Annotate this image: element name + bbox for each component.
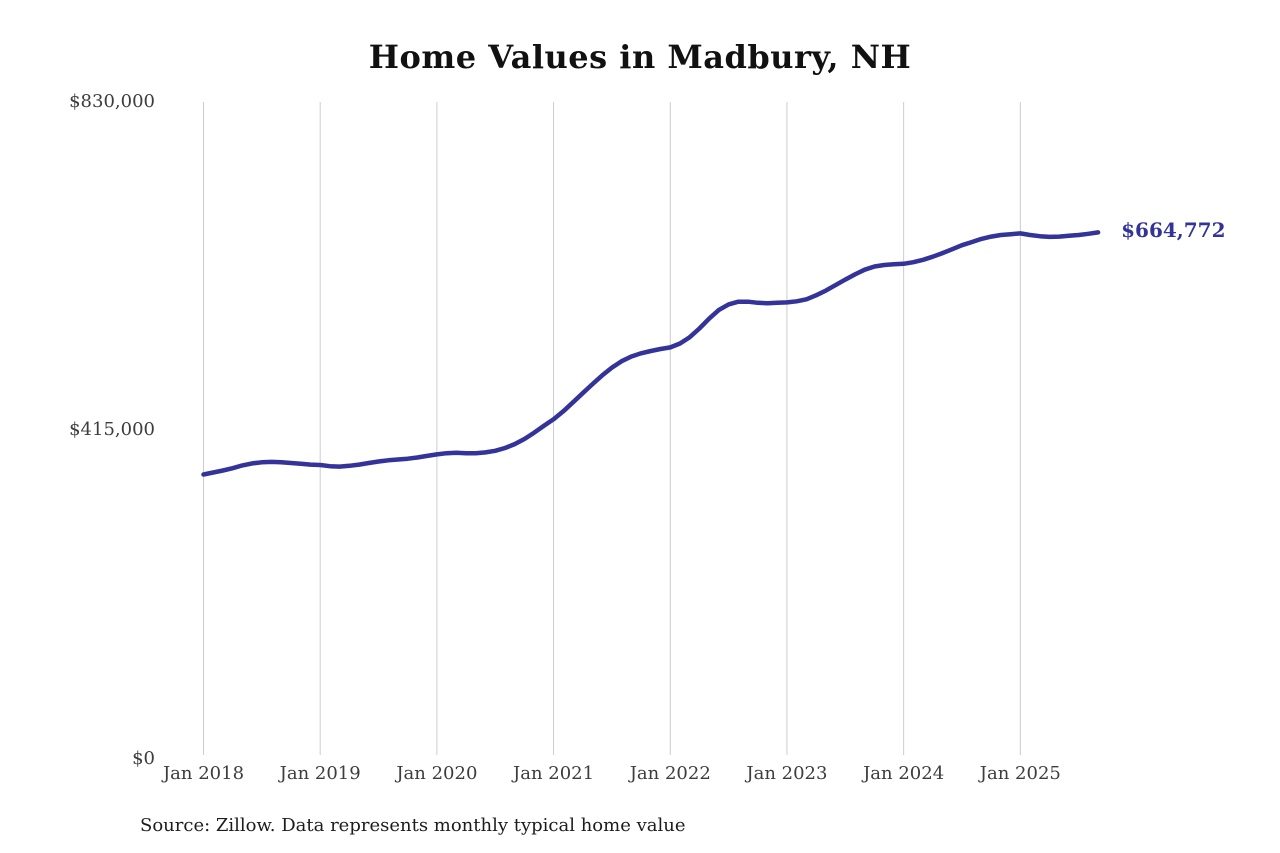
y-axis-tick-label: $0 [132,748,155,769]
x-axis-tick-label: Jan 2025 [979,763,1061,784]
home-value-line [201,230,1101,477]
source-note: Source: Zillow. Data represents monthly … [140,815,686,836]
x-axis-tick-label: Jan 2021 [513,763,595,784]
x-axis-tick-label: Jan 2020 [396,763,478,784]
y-axis-tick-label: $830,000 [69,91,155,112]
x-axis-tick-label: Jan 2024 [863,763,945,784]
chart-title: Home Values in Madbury, NH [368,38,912,76]
y-axis-tick-label: $415,000 [69,418,155,440]
x-axis-tick-label: Jan 2018 [162,763,245,784]
latest-value-label: $664,772 [1121,218,1226,243]
x-axis-tick-label: Jan 2022 [629,763,711,784]
x-axis-tick-label: Jan 2019 [279,763,361,784]
x-axis-tick-label: Jan 2023 [746,763,828,784]
